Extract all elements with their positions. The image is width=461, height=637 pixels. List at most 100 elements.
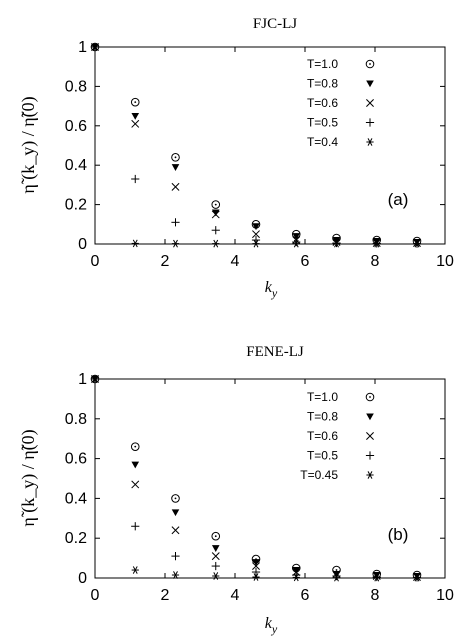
marker-stroke: [366, 432, 374, 440]
legend-label: T=1.0: [307, 390, 338, 404]
marker-stroke: [171, 182, 180, 191]
marker-stroke: [253, 239, 259, 248]
plot-frame: [94, 46, 446, 245]
marker-stroke: [213, 572, 219, 580]
data-point: [171, 164, 180, 171]
data-series: [91, 375, 421, 582]
marker-stroke: [131, 119, 140, 128]
data-point: [332, 573, 341, 582]
legend: T=1.0 T=0.8 T=0.6 T=0.5 T=0.45: [300, 390, 375, 482]
legend-marker: [365, 392, 375, 402]
data-point: [131, 112, 140, 120]
marker-stroke: [211, 552, 220, 561]
x-axis-label-sub: y: [271, 286, 278, 300]
marker-stroke: [414, 239, 420, 248]
marker-stroke: [366, 99, 374, 107]
data-point: [251, 567, 261, 577]
marker-center: [134, 101, 137, 104]
y-tick-label: 0.4: [65, 157, 87, 174]
legend-label: T=0.8: [307, 410, 338, 424]
marker-triangle: [292, 233, 301, 240]
data-point: [211, 210, 220, 219]
marker-stroke: [374, 573, 380, 582]
x-tick-label: 4: [231, 587, 240, 604]
marker-triangle: [366, 413, 374, 421]
x-tick-label: 4: [231, 253, 240, 270]
marker-triangle: [252, 559, 260, 566]
legend-label: T=0.8: [307, 77, 338, 91]
marker-ring: [171, 153, 180, 162]
marker-center: [214, 535, 217, 538]
legend-label: T=0.4: [307, 135, 338, 149]
marker-ring: [211, 531, 221, 541]
data-point: [171, 509, 180, 517]
data-point: [171, 526, 180, 535]
y-tick-label: 0: [78, 570, 87, 587]
marker-stroke: [293, 573, 299, 582]
x-axis-label-sub: y: [271, 622, 278, 636]
legend-marker: [366, 471, 374, 479]
legend-marker: [366, 99, 374, 107]
marker-stroke: [367, 138, 373, 146]
data-point: [332, 571, 341, 581]
data-point: [292, 233, 301, 240]
data-point: [292, 573, 300, 582]
data-point: [211, 200, 221, 209]
data-point: [171, 552, 180, 561]
data-point: [131, 119, 140, 128]
x-tick-label: 2: [161, 253, 170, 270]
y-tick-label: 0.6: [65, 118, 87, 135]
data-point: [211, 545, 220, 552]
panel-label: (b): [388, 525, 409, 544]
marker-triangle: [171, 164, 180, 171]
data-point: [252, 239, 260, 248]
marker-triangle: [131, 461, 140, 469]
y-tick-label: 1: [78, 371, 87, 388]
data-point: [252, 562, 260, 571]
data-point: [211, 226, 220, 235]
data-point: [130, 442, 140, 451]
data-point: [171, 153, 180, 162]
data-point: [130, 97, 140, 107]
marker-center: [369, 396, 371, 398]
legend-marker: [366, 80, 374, 88]
data-point: [131, 480, 140, 489]
y-tick-label: 1: [78, 39, 87, 56]
data-point: [252, 230, 260, 239]
marker-ring: [130, 442, 140, 451]
y-tick-label: 0.2: [65, 197, 87, 214]
marker-stroke: [213, 239, 219, 248]
data-point: [171, 571, 180, 579]
data-point: [171, 218, 180, 227]
marker-stroke: [293, 239, 299, 248]
data-point: [373, 573, 381, 582]
marker-ring: [171, 494, 180, 503]
data-point: [212, 239, 220, 248]
data-point: [131, 461, 140, 469]
x-tick-label: 8: [371, 587, 380, 604]
legend-marker: [365, 118, 375, 127]
marker-triangle: [131, 112, 140, 120]
marker-stroke: [334, 573, 339, 582]
marker-center: [214, 203, 217, 206]
chart-title: FJC-LJ: [253, 16, 297, 32]
y-tick-label: 0.8: [65, 411, 87, 428]
marker-stroke: [92, 375, 98, 383]
marker-stroke: [367, 471, 373, 479]
marker-stroke: [252, 562, 260, 571]
data-point: [413, 573, 421, 582]
data-point: [373, 239, 381, 248]
legend-label: T=0.5: [307, 449, 338, 463]
data-point: [91, 43, 99, 51]
data-point: [131, 174, 140, 184]
marker-stroke: [173, 571, 178, 579]
data-point: [91, 375, 99, 383]
data-point: [211, 531, 221, 541]
panel-label: (a): [388, 190, 409, 209]
x-tick-label: 6: [301, 253, 310, 270]
data-point: [413, 239, 421, 248]
x-axis-label: ky: [265, 615, 278, 636]
x-tick-label: 2: [161, 587, 170, 604]
marker-ring: [365, 59, 375, 69]
marker-stroke: [414, 573, 420, 582]
